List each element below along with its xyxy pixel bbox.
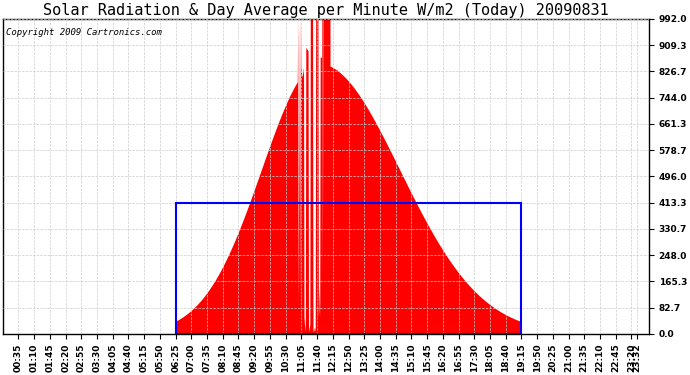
Title: Solar Radiation & Day Average per Minute W/m2 (Today) 20090831: Solar Radiation & Day Average per Minute…	[43, 3, 609, 18]
Text: Copyright 2009 Cartronics.com: Copyright 2009 Cartronics.com	[6, 28, 162, 38]
Bar	[176, 202, 522, 334]
